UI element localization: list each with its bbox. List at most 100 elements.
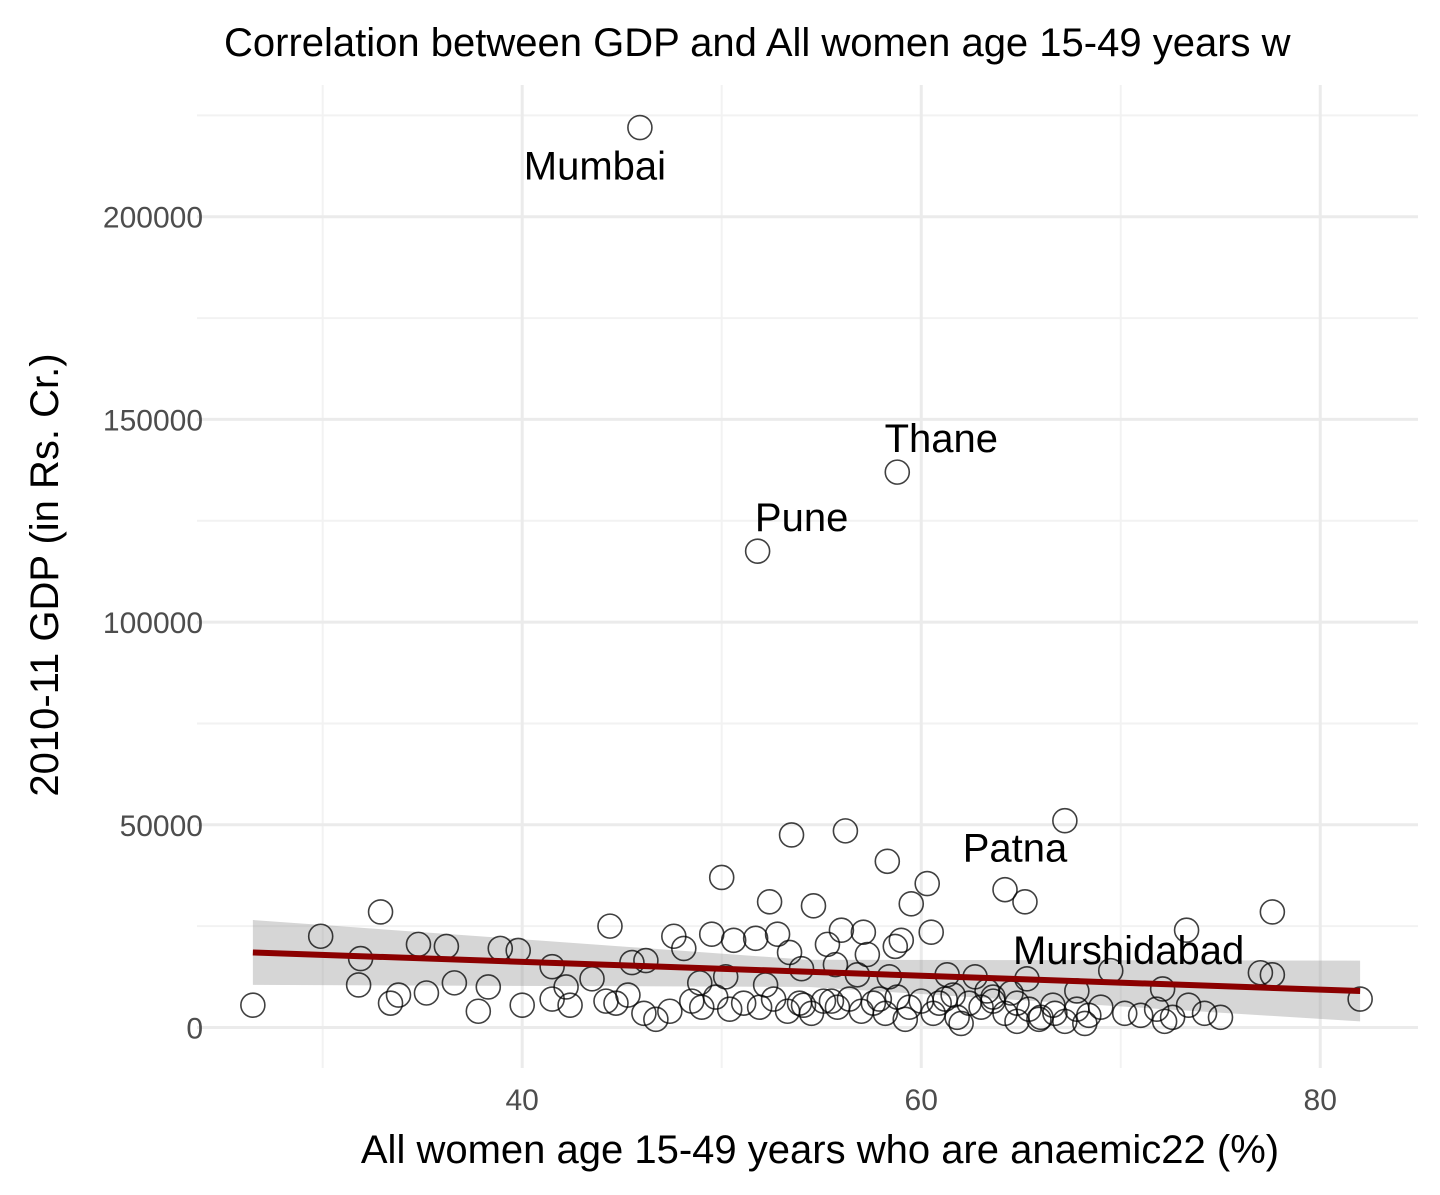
data-point <box>307 923 334 950</box>
data-point <box>778 822 805 848</box>
data-point <box>892 1006 919 1033</box>
data-point <box>1191 1000 1218 1027</box>
data-point <box>671 935 697 962</box>
data-point <box>1143 996 1170 1023</box>
data-point <box>918 919 944 946</box>
data-point <box>896 994 923 1020</box>
data-point <box>1004 1008 1030 1035</box>
data-point <box>818 988 845 1014</box>
data-point <box>980 988 1006 1014</box>
data-point <box>539 986 565 1012</box>
data-point <box>597 913 623 939</box>
data-point <box>810 988 837 1014</box>
data-point <box>627 114 653 141</box>
data-point <box>716 996 743 1023</box>
data-point <box>615 982 641 1008</box>
data-point <box>742 925 769 952</box>
data-point <box>828 917 855 943</box>
data-point <box>884 459 911 485</box>
x-tick-label: 60 <box>905 1084 938 1117</box>
data-point <box>643 1006 669 1033</box>
data-point <box>1149 976 1176 1002</box>
data-points-layer <box>240 114 1373 1037</box>
y-axis-title: 2010-11 GDP (in Rs. Cr.) <box>23 353 67 796</box>
tick-labels-layer: 40 60 80 0 50000 100000 150000 200000 <box>103 202 1337 1117</box>
data-point <box>441 970 468 996</box>
data-point <box>882 933 909 960</box>
data-point <box>756 889 783 915</box>
data-point <box>874 848 901 875</box>
data-point <box>1087 994 1114 1020</box>
data-point <box>475 974 502 1000</box>
data-point <box>764 921 791 948</box>
data-point <box>850 919 877 946</box>
data-point <box>1151 1008 1178 1035</box>
data-point <box>898 891 925 917</box>
point-label: Mumbai <box>524 145 666 189</box>
data-point <box>926 990 952 1016</box>
data-point <box>1026 1006 1052 1033</box>
x-tick-label: 80 <box>1304 1084 1337 1117</box>
chart-title: Correlation between GDP and All women ag… <box>224 21 1291 65</box>
point-labels-layer: Mumbai Thane Pune Patna Murshidabad <box>524 145 1244 974</box>
data-point <box>633 947 659 974</box>
data-point <box>940 982 966 1008</box>
data-point <box>948 1010 974 1037</box>
data-point <box>631 1000 657 1027</box>
point-label: Murshidabad <box>1013 929 1244 973</box>
y-tick-label: 0 <box>186 1012 203 1045</box>
data-point <box>539 953 565 980</box>
trend-line <box>252 949 1361 994</box>
data-point <box>1173 917 1200 943</box>
data-point <box>377 990 404 1016</box>
data-point <box>240 992 266 1018</box>
data-point <box>1111 1000 1138 1027</box>
data-point <box>888 927 915 954</box>
data-point <box>746 994 773 1020</box>
data-point <box>1207 1004 1234 1031</box>
data-point <box>367 899 394 925</box>
minor-gridlines <box>197 85 1418 1068</box>
data-point <box>509 992 536 1018</box>
trend-line-layer <box>252 949 1361 994</box>
data-point <box>992 876 1018 903</box>
x-axis-title: All women age 15-49 years who are anaemi… <box>361 1128 1279 1172</box>
data-point <box>345 972 372 998</box>
y-tick-label: 50000 <box>120 810 203 843</box>
data-point <box>1042 1000 1068 1027</box>
data-point <box>760 986 787 1012</box>
y-tick-label: 200000 <box>103 202 203 235</box>
data-point <box>914 870 941 897</box>
data-point <box>832 818 859 844</box>
data-point <box>1175 992 1202 1018</box>
data-point <box>822 951 849 978</box>
major-gridlines <box>197 85 1418 1068</box>
data-point <box>712 963 739 990</box>
data-point <box>1012 889 1038 915</box>
y-tick-label: 150000 <box>103 404 203 437</box>
data-point <box>1072 1010 1098 1037</box>
data-point <box>720 927 747 954</box>
data-point <box>385 982 412 1008</box>
point-label: Patna <box>963 827 1068 871</box>
data-point <box>1347 986 1373 1012</box>
data-point <box>866 986 893 1012</box>
data-point <box>790 992 817 1018</box>
data-point <box>800 893 827 919</box>
data-point <box>465 998 492 1025</box>
data-point <box>854 941 881 968</box>
data-point <box>688 994 715 1020</box>
point-label: Thane <box>885 417 998 461</box>
data-point <box>1127 1002 1154 1029</box>
data-point <box>557 992 583 1018</box>
data-point <box>744 538 771 564</box>
data-point <box>657 998 683 1025</box>
data-point <box>708 864 735 891</box>
data-point <box>730 990 757 1016</box>
x-tick-label: 40 <box>506 1084 539 1117</box>
data-point <box>1259 899 1286 925</box>
y-tick-label: 100000 <box>103 607 203 640</box>
data-point <box>413 980 440 1006</box>
data-point <box>1052 807 1078 834</box>
